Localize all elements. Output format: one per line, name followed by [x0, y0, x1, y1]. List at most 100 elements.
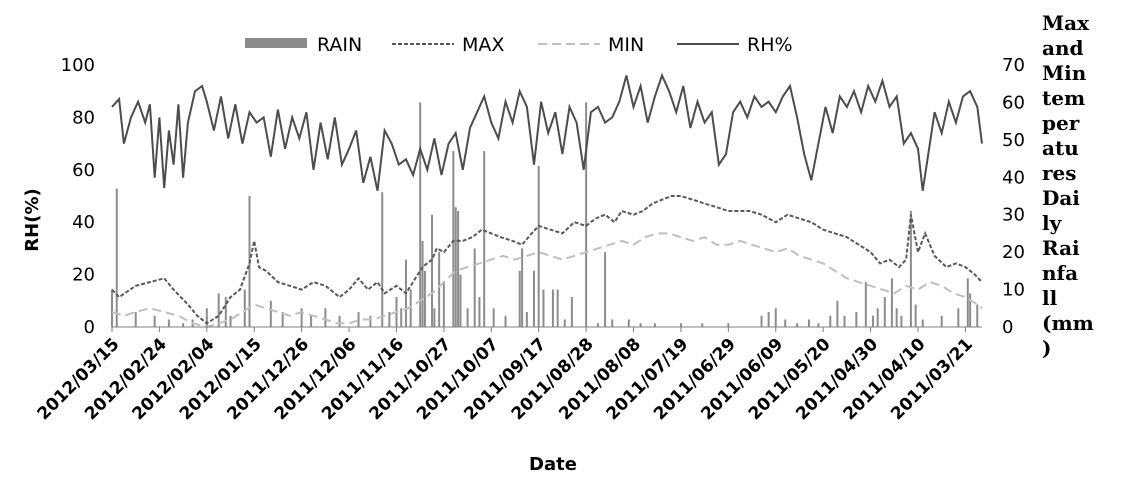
y2-title-line: atu	[1042, 136, 1079, 160]
rain-bar	[281, 312, 284, 327]
rain-bar	[459, 274, 462, 327]
x-axis-title: Date	[529, 454, 577, 475]
rain-bar	[525, 312, 528, 327]
series-line-min	[111, 232, 983, 329]
rain-bar	[478, 297, 481, 327]
rain-bar	[423, 270, 426, 327]
rain-bar	[473, 248, 476, 327]
rain-bar	[864, 282, 867, 327]
x-tick-label: 2012/03/15	[34, 334, 124, 424]
rain-bar	[483, 151, 486, 327]
rain-bar	[357, 312, 360, 327]
rain-bar	[431, 214, 434, 327]
rain-bar	[807, 319, 810, 327]
rain-bar	[829, 315, 832, 327]
rain-bar	[205, 308, 208, 327]
y-tick-label: 80	[72, 107, 95, 128]
rain-bar	[217, 293, 220, 327]
rain-bar	[243, 289, 246, 327]
legend-label-rhpct: RH%	[747, 34, 793, 56]
rain-bar	[518, 270, 521, 327]
rain-bar	[679, 323, 682, 327]
y-tick-label: 0	[84, 317, 95, 338]
rain-bar	[883, 297, 886, 327]
y2-title-line: Dai	[1042, 186, 1080, 210]
y2-title-line: res	[1042, 161, 1077, 185]
y2-title-line: per	[1042, 111, 1080, 135]
rain-bar	[229, 315, 232, 327]
rain-bar	[369, 315, 372, 327]
y2-tick-label: 20	[1002, 242, 1025, 263]
x-tick-label: 2012/02/24	[81, 334, 171, 424]
y2-tick-label: 50	[1002, 130, 1025, 151]
x-tick-label: 2011/05/20	[745, 334, 835, 424]
x-tick-label: 2012/02/04	[129, 334, 219, 424]
rain-bar	[639, 323, 642, 327]
rain-bar	[727, 323, 730, 327]
rain-bar	[796, 323, 799, 327]
y-tick-label: 60	[72, 160, 95, 181]
x-ticks: 2012/03/152012/02/242012/02/042012/01/15…	[34, 327, 977, 424]
rain-bar	[957, 308, 960, 327]
series-line-max	[111, 195, 983, 325]
rain-bar	[338, 315, 341, 327]
rain-bar	[542, 289, 545, 327]
rain-bar	[855, 312, 858, 327]
rain-bar	[454, 207, 457, 327]
y2-title-line: ll	[1042, 286, 1058, 310]
y2-tick-label: 10	[1002, 280, 1025, 301]
rain-bar	[182, 323, 185, 327]
rain-bar	[760, 315, 763, 327]
rain-bar	[504, 315, 507, 327]
y2-title-line: (mm	[1042, 311, 1094, 335]
rain-bar	[409, 289, 412, 327]
legend-swatch-rain	[245, 38, 307, 48]
rain-bar	[300, 308, 303, 327]
rain-bar	[900, 315, 903, 327]
rain-bar	[388, 312, 391, 327]
legend-label-min: MIN	[608, 34, 644, 56]
y2-title-line: and	[1042, 36, 1084, 60]
rain-bar	[419, 102, 422, 327]
y2-title-line: tem	[1042, 86, 1085, 110]
y2-axis-title: Max and Min tem per atu res Dai ly Rai nfa ll (mm)	[1042, 11, 1094, 360]
y-tick-label: 20	[72, 265, 95, 286]
rain-bar	[909, 210, 912, 327]
y-axis-title: RH(%)	[22, 188, 43, 251]
rain-bar	[492, 308, 495, 327]
y2-tick-label: 40	[1002, 167, 1025, 188]
rain-bar	[876, 308, 879, 327]
x-tick-label: 2011/04/10	[840, 334, 930, 424]
rain-bar	[400, 308, 403, 327]
rain-bar	[914, 304, 917, 327]
legend-label-rain: RAIN	[317, 34, 362, 56]
rain-bar	[701, 323, 704, 327]
x-tick-label: 2011/04/30	[792, 334, 882, 424]
rain-bar	[784, 319, 787, 327]
series-lines	[111, 72, 983, 329]
rain-bar	[611, 319, 614, 327]
rain-bar	[921, 319, 924, 327]
rain-bar	[466, 308, 469, 327]
rain-bar	[570, 297, 573, 327]
y-ticks-left: 0 20 40 60 80 100	[61, 55, 95, 338]
legend-label-max: MAX	[462, 34, 504, 56]
rain-bar	[134, 312, 137, 327]
rain-bar	[537, 166, 540, 327]
rain-bar	[596, 323, 599, 327]
y-tick-label: 40	[72, 212, 95, 233]
rain-bar	[871, 315, 874, 327]
y-ticks-right: 0 10 20 30 40 50 60 70	[1002, 55, 1025, 338]
rain-bar	[115, 188, 118, 327]
y-tick-label: 100	[61, 55, 95, 76]
y2-tick-label: 30	[1002, 205, 1025, 226]
rain-bar	[521, 248, 524, 327]
rain-bar	[817, 323, 820, 327]
rain-bar	[551, 289, 554, 327]
rain-bar	[442, 282, 445, 327]
rain-bar	[836, 300, 839, 327]
rain-bar	[767, 312, 770, 327]
rain-bar	[224, 297, 227, 327]
